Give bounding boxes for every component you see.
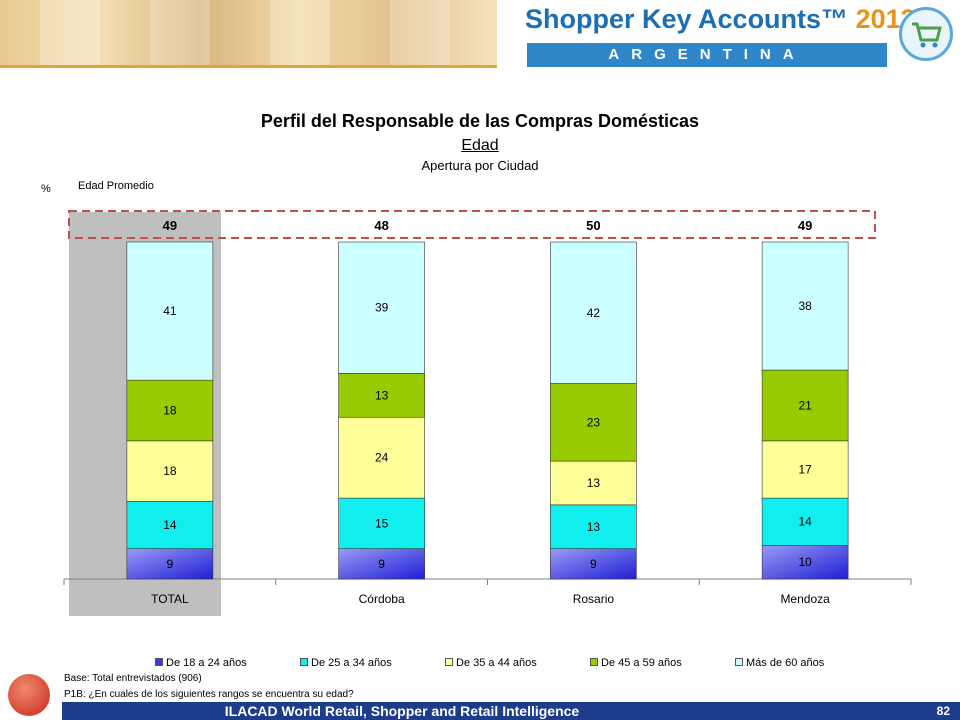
bar-segment xyxy=(761,544,849,580)
bar-segment xyxy=(126,241,214,381)
legend-label: De 25 a 34 años xyxy=(311,657,392,669)
legend-swatch xyxy=(155,658,163,666)
bar-segment xyxy=(126,440,214,502)
brand-title-text: Shopper Key Accounts™ xyxy=(525,4,849,34)
legend-entry: De 18 a 24 años xyxy=(155,657,247,669)
legend-swatch xyxy=(300,658,308,666)
data-label: 13 xyxy=(587,476,601,490)
data-label: 24 xyxy=(375,451,389,465)
footer-text: ILACAD World Retail, Shopper and Retail … xyxy=(224,703,580,719)
bar-segment xyxy=(761,497,849,546)
data-label: 17 xyxy=(798,462,812,476)
legend-swatch xyxy=(590,658,598,666)
legend-label: Más de 60 años xyxy=(746,657,825,669)
bar-segment xyxy=(550,504,637,549)
x-tick-label: Rosario xyxy=(573,592,615,606)
x-tick-label: TOTAL xyxy=(151,592,189,606)
data-label: 39 xyxy=(375,301,389,315)
legend-label: De 45 a 59 años xyxy=(601,657,682,669)
bar-segment xyxy=(338,497,425,549)
bar-segment xyxy=(338,373,425,418)
data-label: 42 xyxy=(587,306,601,320)
legend-entry: De 45 a 59 años xyxy=(590,657,682,669)
bar-segment xyxy=(126,548,214,580)
x-tick-label: Córdoba xyxy=(359,592,405,606)
data-label: 18 xyxy=(163,404,177,418)
legend-swatch xyxy=(735,658,743,666)
legend-entry: De 35 a 44 años xyxy=(445,657,537,669)
average-value: 50 xyxy=(586,218,600,233)
bar-segment xyxy=(761,241,849,371)
y-unit-label: % xyxy=(41,183,51,195)
footnote-base: Base: Total entrevistados (906) xyxy=(64,673,202,684)
legend-swatch xyxy=(445,658,453,666)
data-label: 9 xyxy=(378,557,385,571)
data-label: 13 xyxy=(375,388,389,402)
bar-segment xyxy=(126,379,214,442)
data-label: 41 xyxy=(163,304,177,318)
page-number: 82 xyxy=(936,704,950,718)
bar-segment xyxy=(338,416,425,499)
data-label: 38 xyxy=(798,299,812,313)
header-photo-banner xyxy=(0,0,497,68)
average-highlight-box xyxy=(68,210,876,239)
footer-bar: ILACAD World Retail, Shopper and Retail … xyxy=(62,702,960,720)
average-value: 49 xyxy=(798,218,812,233)
country-bar: ARGENTINA xyxy=(527,43,887,67)
data-label: 23 xyxy=(587,415,601,429)
data-label: 15 xyxy=(375,516,389,530)
legend-label: De 18 a 24 años xyxy=(166,657,247,669)
footnote-question: P1B: ¿En cuales de los siguientes rangos… xyxy=(64,689,354,700)
average-value: 48 xyxy=(374,218,388,233)
legend-label: De 35 a 44 años xyxy=(456,657,537,669)
bar-segment xyxy=(550,460,637,506)
data-label: 9 xyxy=(590,557,597,571)
data-label: 21 xyxy=(798,398,812,412)
data-label: 13 xyxy=(587,520,601,534)
chart-title: Perfil del Responsable de las Compras Do… xyxy=(260,111,700,131)
ilacad-logo-icon xyxy=(8,674,50,716)
data-label: 10 xyxy=(798,555,812,569)
bar-segment xyxy=(550,383,637,462)
shopping-cart-icon xyxy=(899,7,953,61)
data-label: 18 xyxy=(163,464,177,478)
chart-legend: De 18 a 24 años De 25 a 34 años De 35 a 44… xyxy=(155,657,855,671)
data-label: 9 xyxy=(167,557,174,571)
bar-segment xyxy=(338,241,425,374)
legend-entry: De 25 a 34 años xyxy=(300,657,392,669)
bar-segment xyxy=(550,548,637,580)
average-value: 49 xyxy=(163,218,177,233)
bar-segment xyxy=(550,241,637,384)
data-label: 14 xyxy=(163,518,177,532)
chart-subtitle: Edad xyxy=(461,137,499,154)
chart-subtitle-secondary: Apertura por Ciudad xyxy=(421,158,539,173)
data-label: 14 xyxy=(798,515,812,529)
brand-title: Shopper Key Accounts™ 2013 xyxy=(525,4,916,35)
average-label: Edad Promedio xyxy=(78,180,154,192)
bar-segment xyxy=(338,548,425,580)
bar-segment xyxy=(761,440,849,499)
legend-entry: Más de 60 años xyxy=(735,657,824,669)
x-tick-label: Mendoza xyxy=(780,592,830,606)
